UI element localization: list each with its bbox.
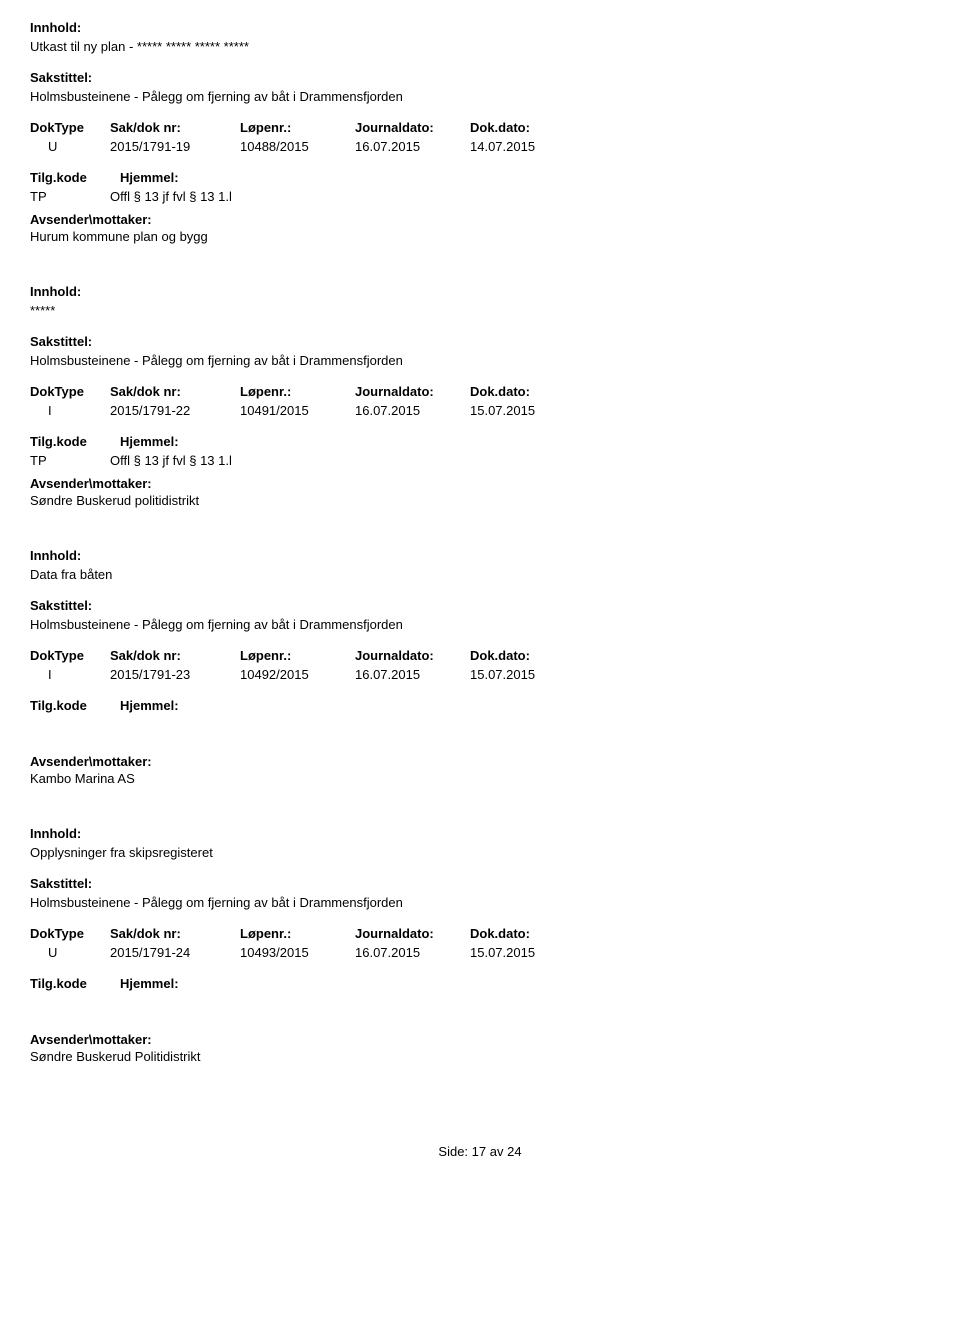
- journal-record: Innhold: Data fra båten Sakstittel: Holm…: [30, 548, 930, 786]
- columns-values: I 2015/1791-23 10492/2015 16.07.2015 15.…: [30, 667, 930, 682]
- col-doktype-header: DokType: [30, 120, 110, 135]
- tilgkode-label: Tilg.kode: [30, 698, 120, 713]
- innhold-label: Innhold:: [30, 548, 930, 563]
- lopenr-value: 10492/2015: [240, 667, 355, 682]
- innhold-text: Data fra båten: [30, 567, 930, 582]
- tilgkode-label: Tilg.kode: [30, 170, 120, 185]
- sakstittel-label: Sakstittel:: [30, 876, 930, 891]
- dokdato-value: 15.07.2015: [470, 403, 585, 418]
- sakstittel-text: Holmsbusteinene - Pålegg om fjerning av …: [30, 353, 930, 368]
- footer-prefix: Side:: [438, 1144, 468, 1159]
- tilgkode-label: Tilg.kode: [30, 434, 120, 449]
- sakdok-value: 2015/1791-22: [110, 403, 240, 418]
- col-sakdok-header: Sak/dok nr:: [110, 648, 240, 663]
- columns-header: DokType Sak/dok nr: Løpenr.: Journaldato…: [30, 648, 930, 663]
- avsender-label: Avsender\mottaker:: [30, 754, 930, 769]
- dokdato-value: 14.07.2015: [470, 139, 585, 154]
- sakstittel-text: Holmsbusteinene - Pålegg om fjerning av …: [30, 89, 930, 104]
- columns-header: DokType Sak/dok nr: Løpenr.: Journaldato…: [30, 384, 930, 399]
- sakstittel-text: Holmsbusteinene - Pålegg om fjerning av …: [30, 895, 930, 910]
- journal-record: Innhold: Utkast til ny plan - ***** ****…: [30, 20, 930, 244]
- hjemmel-value: Offl § 13 jf fvl § 13 1.l: [110, 189, 232, 204]
- tilg-value-row: TP Offl § 13 jf fvl § 13 1.l: [30, 189, 930, 204]
- hjemmel-label: Hjemmel:: [120, 170, 179, 185]
- col-dokdato-header: Dok.dato:: [470, 648, 585, 663]
- columns-values: U 2015/1791-24 10493/2015 16.07.2015 15.…: [30, 945, 930, 960]
- tilg-header-row: Tilg.kode Hjemmel:: [30, 976, 930, 991]
- journal-value: 16.07.2015: [355, 667, 470, 682]
- col-lopenr-header: Løpenr.:: [240, 648, 355, 663]
- columns-values: I 2015/1791-22 10491/2015 16.07.2015 15.…: [30, 403, 930, 418]
- doktype-value: I: [30, 667, 110, 682]
- tilgkode-label: Tilg.kode: [30, 976, 120, 991]
- tilg-header-row: Tilg.kode Hjemmel:: [30, 170, 930, 185]
- innhold-text: Opplysninger fra skipsregisteret: [30, 845, 930, 860]
- page-footer: Side: 17 av 24: [30, 1144, 930, 1159]
- innhold-text: Utkast til ny plan - ***** ***** ***** *…: [30, 39, 930, 54]
- lopenr-value: 10491/2015: [240, 403, 355, 418]
- sakstittel-label: Sakstittel:: [30, 334, 930, 349]
- col-journal-header: Journaldato:: [355, 384, 470, 399]
- sakstittel-label: Sakstittel:: [30, 70, 930, 85]
- hjemmel-label: Hjemmel:: [120, 976, 179, 991]
- tilg-value-row: TP Offl § 13 jf fvl § 13 1.l: [30, 453, 930, 468]
- footer-total: 24: [507, 1144, 521, 1159]
- col-lopenr-header: Løpenr.:: [240, 120, 355, 135]
- avsender-value: Kambo Marina AS: [30, 771, 930, 786]
- col-doktype-header: DokType: [30, 648, 110, 663]
- dokdato-value: 15.07.2015: [470, 667, 585, 682]
- footer-page: 17: [472, 1144, 486, 1159]
- tilg-header-row: Tilg.kode Hjemmel:: [30, 434, 930, 449]
- tilgkode-value: TP: [30, 453, 110, 468]
- col-lopenr-header: Løpenr.:: [240, 926, 355, 941]
- journal-record: Innhold: ***** Sakstittel: Holmsbusteine…: [30, 284, 930, 508]
- hjemmel-label: Hjemmel:: [120, 434, 179, 449]
- innhold-label: Innhold:: [30, 20, 930, 35]
- columns-values: U 2015/1791-19 10488/2015 16.07.2015 14.…: [30, 139, 930, 154]
- col-sakdok-header: Sak/dok nr:: [110, 926, 240, 941]
- sakstittel-label: Sakstittel:: [30, 598, 930, 613]
- tilgkode-value: TP: [30, 189, 110, 204]
- sakstittel-text: Holmsbusteinene - Pålegg om fjerning av …: [30, 617, 930, 632]
- col-dokdato-header: Dok.dato:: [470, 120, 585, 135]
- doktype-value: U: [30, 139, 110, 154]
- footer-of: av: [490, 1144, 504, 1159]
- col-journal-header: Journaldato:: [355, 120, 470, 135]
- avsender-value: Søndre Buskerud politidistrikt: [30, 493, 930, 508]
- sakdok-value: 2015/1791-23: [110, 667, 240, 682]
- sakdok-value: 2015/1791-19: [110, 139, 240, 154]
- col-sakdok-header: Sak/dok nr:: [110, 384, 240, 399]
- avsender-label: Avsender\mottaker:: [30, 1032, 930, 1047]
- col-dokdato-header: Dok.dato:: [470, 384, 585, 399]
- lopenr-value: 10493/2015: [240, 945, 355, 960]
- col-doktype-header: DokType: [30, 384, 110, 399]
- journal-record: Innhold: Opplysninger fra skipsregistere…: [30, 826, 930, 1064]
- lopenr-value: 10488/2015: [240, 139, 355, 154]
- innhold-label: Innhold:: [30, 826, 930, 841]
- col-dokdato-header: Dok.dato:: [470, 926, 585, 941]
- dokdato-value: 15.07.2015: [470, 945, 585, 960]
- avsender-label: Avsender\mottaker:: [30, 212, 930, 227]
- avsender-value: Hurum kommune plan og bygg: [30, 229, 930, 244]
- doktype-value: U: [30, 945, 110, 960]
- avsender-value: Søndre Buskerud Politidistrikt: [30, 1049, 930, 1064]
- hjemmel-value: Offl § 13 jf fvl § 13 1.l: [110, 453, 232, 468]
- columns-header: DokType Sak/dok nr: Løpenr.: Journaldato…: [30, 120, 930, 135]
- col-journal-header: Journaldato:: [355, 648, 470, 663]
- innhold-label: Innhold:: [30, 284, 930, 299]
- journal-value: 16.07.2015: [355, 403, 470, 418]
- columns-header: DokType Sak/dok nr: Løpenr.: Journaldato…: [30, 926, 930, 941]
- avsender-label: Avsender\mottaker:: [30, 476, 930, 491]
- col-journal-header: Journaldato:: [355, 926, 470, 941]
- sakdok-value: 2015/1791-24: [110, 945, 240, 960]
- col-sakdok-header: Sak/dok nr:: [110, 120, 240, 135]
- tilg-header-row: Tilg.kode Hjemmel:: [30, 698, 930, 713]
- journal-value: 16.07.2015: [355, 945, 470, 960]
- innhold-text: *****: [30, 303, 930, 318]
- doktype-value: I: [30, 403, 110, 418]
- col-lopenr-header: Løpenr.:: [240, 384, 355, 399]
- journal-value: 16.07.2015: [355, 139, 470, 154]
- col-doktype-header: DokType: [30, 926, 110, 941]
- hjemmel-label: Hjemmel:: [120, 698, 179, 713]
